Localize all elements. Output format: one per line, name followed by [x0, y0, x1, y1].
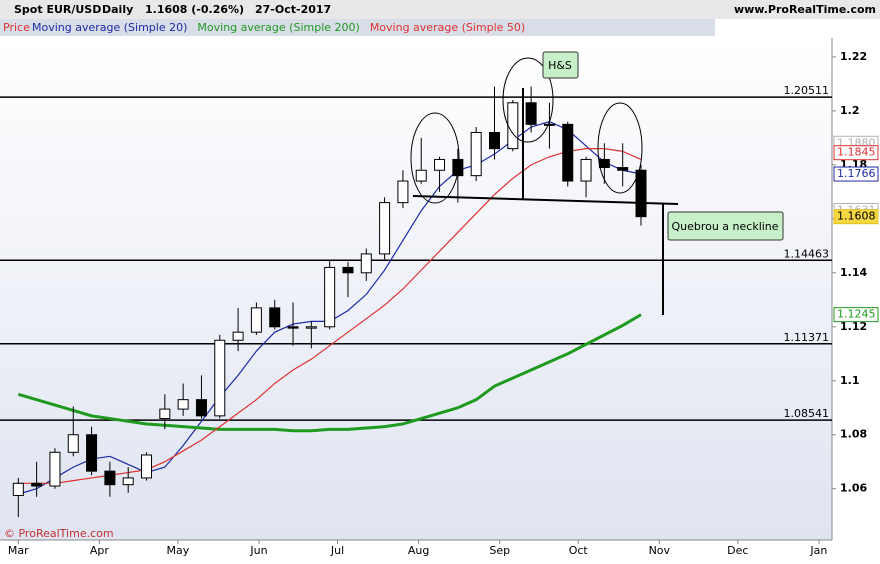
candle-body: [195, 399, 207, 417]
candle-body: [580, 158, 592, 182]
neckline-box: [667, 211, 784, 241]
plot-area: [0, 38, 832, 540]
candle-body: [525, 102, 537, 125]
legend-bar: [0, 19, 715, 36]
x-tick-label: Jul: [330, 544, 344, 557]
y-tick-label: 1.1: [840, 374, 860, 387]
y-tick-label: 1.2: [840, 104, 860, 117]
candle-body: [67, 434, 79, 453]
right-shoulder: [597, 102, 643, 194]
legend-entry: Moving average (Simple 50): [370, 21, 525, 34]
y-tick-label: 1.22: [840, 50, 867, 63]
candle-body: [232, 331, 244, 341]
period: Daily: [102, 3, 133, 16]
candle-body: [342, 266, 354, 274]
candle-body: [562, 123, 574, 182]
hs-box: [542, 51, 579, 79]
x-tick-label: Jan: [809, 544, 827, 557]
candle-body: [324, 266, 336, 328]
x-tick-label: Jun: [249, 544, 267, 557]
last-value-label: 1.1608: [837, 210, 876, 223]
candle-body: [31, 482, 43, 487]
hs-label: H&S: [548, 59, 572, 72]
marks: 1.061.081.11.121.141.161.181.21.22MarApr…: [0, 50, 879, 557]
candle-body: [214, 339, 226, 417]
candle-body: [141, 454, 153, 479]
candle-body: [86, 434, 98, 472]
date: 27-Oct-2017: [255, 3, 331, 16]
candle-body: [104, 470, 116, 486]
last-value-box: [833, 145, 879, 161]
candle-body: [269, 307, 281, 328]
x-tick-label: Mar: [8, 544, 29, 557]
candle-body: [305, 326, 317, 329]
x-tick-label: Dec: [727, 544, 748, 557]
x-tick-label: Nov: [649, 544, 671, 557]
neckline-label: Quebrou a neckline: [671, 220, 778, 233]
level-label: 1.14463: [784, 247, 830, 260]
neckline: [412, 195, 679, 205]
candle-body: [434, 158, 446, 171]
candle-body: [12, 482, 24, 496]
x-tick-label: Aug: [408, 544, 429, 557]
symbol: Spot EUR/USD: [14, 3, 101, 16]
x-tick-label: Oct: [569, 544, 589, 557]
legend-entry: Moving average (Simple 20): [32, 21, 187, 34]
level-label: 1.20511: [784, 84, 830, 97]
candle-body: [598, 158, 610, 169]
last-price: 1.1608 (-0.26%): [145, 3, 244, 16]
last-value-label: 1.1766: [837, 167, 876, 180]
y-tick-label: 1.08: [840, 428, 867, 441]
candle-body: [470, 131, 482, 177]
candle-body: [287, 326, 299, 329]
candle-body: [379, 202, 391, 255]
candle-body: [635, 169, 647, 218]
level-label: 1.11371: [784, 331, 830, 344]
legend-price: Price: [3, 21, 30, 34]
y-tick-label: 1.12: [840, 320, 867, 333]
last-value-box: [833, 307, 879, 323]
candle-body: [397, 180, 409, 204]
last-value-label: 1.1245: [837, 308, 876, 321]
left-shoulder: [410, 112, 460, 204]
candle-body: [415, 169, 427, 182]
header-bar: [0, 0, 880, 19]
candle-body: [159, 408, 171, 420]
last-value-box: [833, 166, 879, 182]
copyright: © ProRealTime.com: [4, 527, 114, 540]
candle-body: [543, 123, 555, 126]
last-value-label: 1.1845: [837, 146, 876, 159]
head: [502, 57, 554, 143]
candle-body: [49, 451, 61, 487]
ma-line: [17, 313, 642, 433]
site: www.ProRealTime.com: [734, 3, 876, 16]
legend-entry: Moving average (Simple 200): [197, 21, 359, 34]
y-tick-label: 1.06: [840, 482, 867, 495]
ma-line: [18, 148, 642, 484]
level-label: 1.08541: [784, 407, 830, 420]
candle-body: [452, 158, 464, 177]
y-tick-label: 1.14: [840, 266, 867, 279]
candle-body: [617, 167, 629, 171]
candle-body: [250, 307, 262, 333]
x-tick-label: Sep: [489, 544, 510, 557]
candle-body: [122, 477, 134, 486]
candle-body: [507, 102, 519, 150]
candle-body: [488, 131, 500, 150]
candle-body: [177, 399, 189, 410]
last-value-box: [833, 209, 879, 225]
x-tick-label: May: [167, 544, 190, 557]
candle-body: [360, 253, 372, 274]
x-tick-label: Apr: [90, 544, 110, 557]
